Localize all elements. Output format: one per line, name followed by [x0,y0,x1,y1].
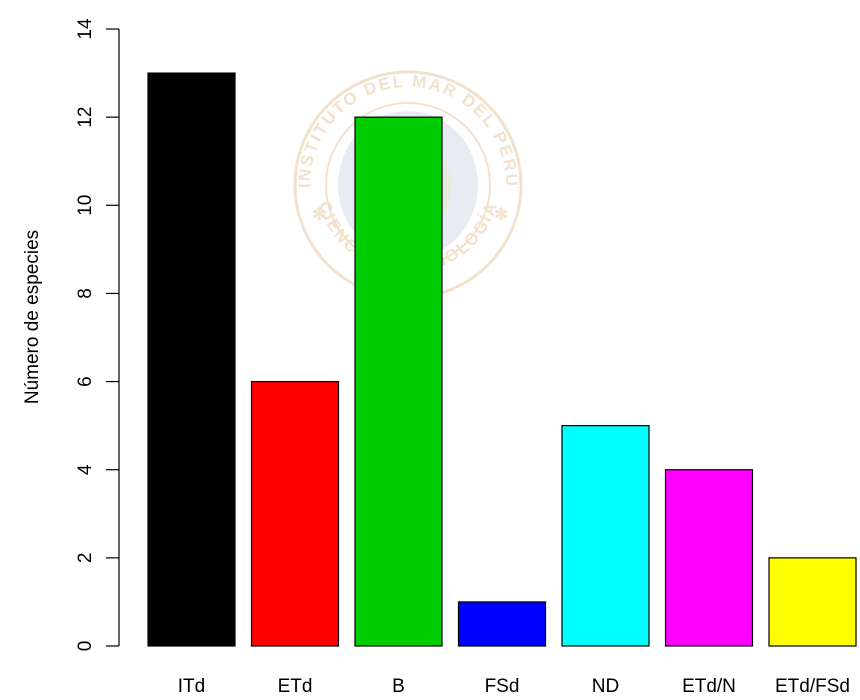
y-tick-label: 0 [75,641,96,652]
y-tick-label: 14 [75,18,96,40]
x-tick-label: ETd/N [682,676,736,697]
bars [147,72,857,647]
bar-etd-fsd [768,557,857,647]
watermark-star-right: ✻ [494,205,510,224]
y-tick-label: 6 [75,376,96,387]
bar-b [354,116,443,647]
x-tick-label: ND [592,676,619,697]
y-tick-label: 10 [75,195,96,216]
y-tick-label: 4 [75,464,96,475]
y-axis: 0 2 4 6 8 10 12 14 [75,18,120,652]
x-tick-label: ETd [278,676,313,697]
bar-nd [561,425,650,647]
y-tick-label: 12 [75,107,96,128]
bar-etd [250,380,340,647]
y-axis-title: Número de especies [22,230,43,404]
x-tick-label: FSd [485,676,520,697]
x-tick-label: B [392,676,405,697]
bar-itd [147,72,236,647]
y-tick-label: 8 [75,288,96,299]
x-tick-label: ITd [178,676,205,697]
x-axis-labels: ITd ETd B FSd ND ETd/N ETd/FSd [178,676,850,697]
watermark-star-left: ✻ [312,205,328,224]
bar-fsd [457,601,547,647]
x-tick-label: ETd/FSd [775,676,850,697]
bar-etd-n [664,469,754,647]
y-tick-label: 2 [75,553,96,564]
